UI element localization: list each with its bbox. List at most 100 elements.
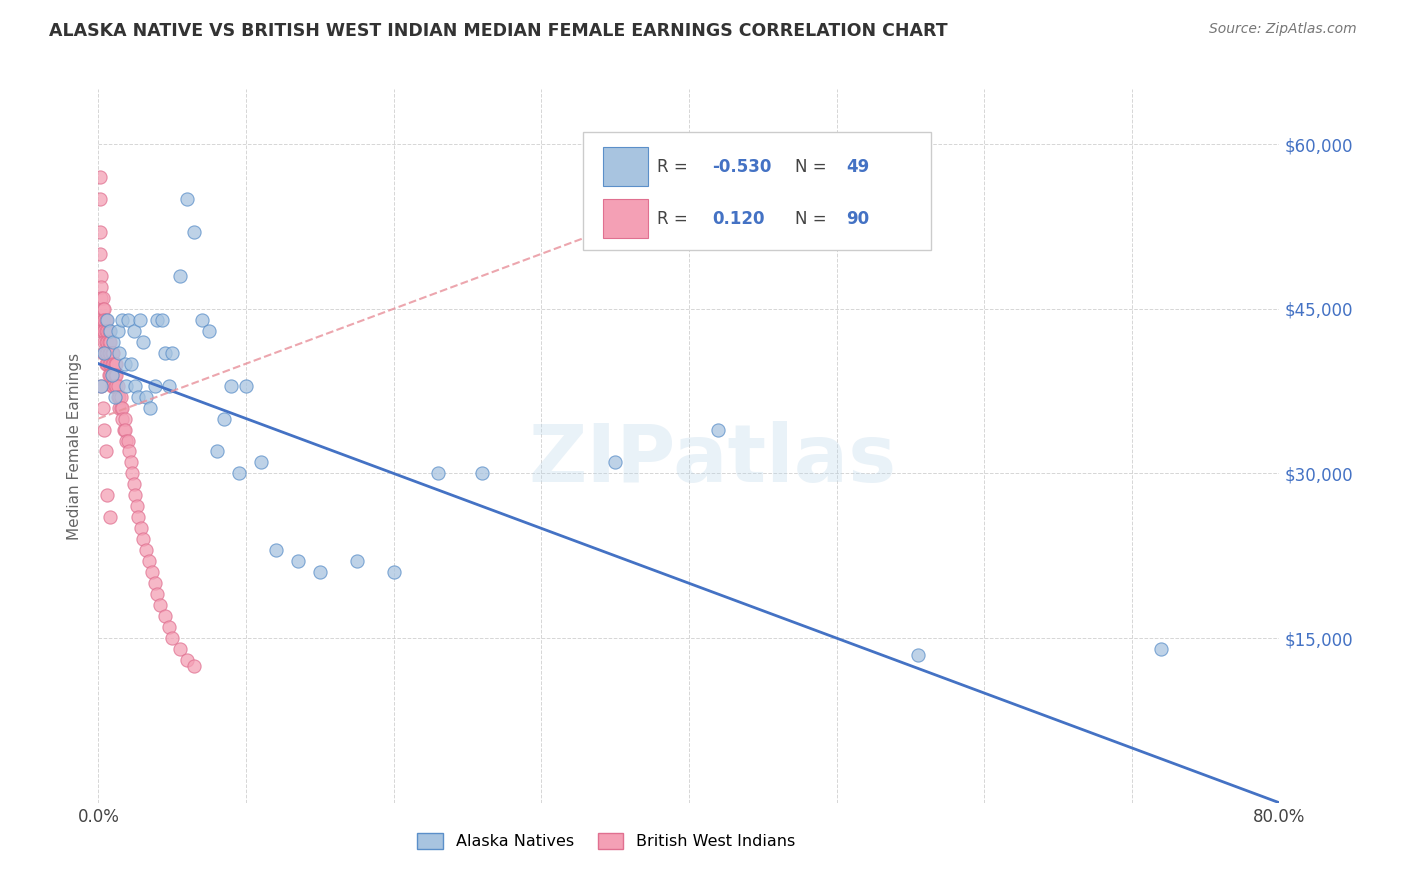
Point bbox=[96, 345, 118, 359]
Text: N =: N = bbox=[796, 158, 832, 176]
Point bbox=[98, 357, 121, 371]
Point bbox=[124, 378, 146, 392]
Point bbox=[111, 401, 134, 415]
Point bbox=[139, 401, 162, 415]
Point bbox=[115, 378, 138, 392]
Point bbox=[90, 291, 112, 305]
Point bbox=[94, 334, 117, 349]
Point bbox=[221, 378, 243, 392]
Point bbox=[96, 488, 118, 502]
Point bbox=[127, 390, 149, 404]
Point bbox=[125, 500, 148, 514]
Text: R =: R = bbox=[657, 210, 693, 227]
Point bbox=[93, 301, 115, 316]
Point bbox=[115, 434, 138, 448]
Point bbox=[127, 510, 149, 524]
Point bbox=[114, 423, 136, 437]
Point bbox=[91, 291, 114, 305]
Point bbox=[183, 225, 205, 239]
Point bbox=[93, 345, 115, 359]
Point bbox=[104, 357, 127, 371]
Point bbox=[157, 620, 180, 634]
Point bbox=[183, 658, 205, 673]
Point bbox=[146, 312, 169, 326]
Text: N =: N = bbox=[796, 210, 832, 227]
Point bbox=[90, 280, 112, 294]
Point bbox=[90, 378, 112, 392]
Point bbox=[100, 345, 122, 359]
Point bbox=[143, 378, 166, 392]
Point bbox=[169, 268, 191, 283]
Point bbox=[135, 543, 157, 558]
Point bbox=[93, 312, 115, 326]
FancyBboxPatch shape bbox=[582, 132, 931, 250]
Point bbox=[122, 477, 145, 491]
Point bbox=[129, 521, 152, 535]
Point bbox=[96, 312, 118, 326]
Point bbox=[94, 324, 117, 338]
Point bbox=[132, 533, 155, 547]
Point bbox=[91, 324, 114, 338]
Text: R =: R = bbox=[657, 158, 693, 176]
Point bbox=[91, 301, 114, 316]
Point bbox=[103, 334, 125, 349]
Point bbox=[117, 434, 139, 448]
Point bbox=[94, 444, 117, 458]
Point bbox=[212, 411, 235, 425]
Point bbox=[90, 378, 112, 392]
Point bbox=[162, 631, 183, 645]
Point bbox=[90, 324, 112, 338]
Point bbox=[105, 368, 128, 382]
Point bbox=[169, 642, 191, 657]
Point bbox=[471, 467, 494, 481]
Point bbox=[228, 467, 250, 481]
Point bbox=[103, 357, 125, 371]
Point bbox=[309, 566, 332, 580]
Point bbox=[89, 169, 111, 184]
Point bbox=[110, 401, 132, 415]
Point bbox=[90, 268, 112, 283]
Point bbox=[93, 334, 115, 349]
Point bbox=[250, 455, 273, 469]
Point bbox=[112, 423, 135, 437]
Point bbox=[162, 345, 183, 359]
Point bbox=[108, 345, 131, 359]
Point bbox=[141, 566, 163, 580]
Point bbox=[100, 357, 122, 371]
Point bbox=[104, 378, 127, 392]
Point bbox=[96, 324, 118, 338]
Point bbox=[287, 554, 309, 568]
Point bbox=[97, 324, 120, 338]
Point bbox=[149, 598, 172, 612]
Point bbox=[98, 345, 121, 359]
Point bbox=[124, 488, 146, 502]
Point bbox=[191, 312, 214, 326]
Point bbox=[103, 368, 125, 382]
Point bbox=[108, 401, 131, 415]
Point bbox=[118, 444, 141, 458]
Point bbox=[94, 312, 117, 326]
Point bbox=[89, 192, 111, 206]
Point bbox=[104, 390, 127, 404]
Text: 90: 90 bbox=[846, 210, 869, 227]
Point bbox=[107, 378, 129, 392]
Point bbox=[91, 345, 114, 359]
Point bbox=[97, 345, 120, 359]
Point bbox=[153, 345, 176, 359]
Point bbox=[128, 312, 150, 326]
Point bbox=[94, 345, 117, 359]
Point bbox=[146, 587, 169, 601]
Point bbox=[121, 467, 143, 481]
Point bbox=[205, 444, 228, 458]
Point bbox=[176, 653, 198, 667]
Point bbox=[98, 324, 121, 338]
Point bbox=[1150, 642, 1173, 657]
Point bbox=[605, 455, 627, 469]
Point bbox=[108, 390, 131, 404]
Point bbox=[114, 411, 136, 425]
Point bbox=[235, 378, 257, 392]
Point bbox=[94, 357, 117, 371]
Point bbox=[105, 357, 128, 371]
Point bbox=[89, 247, 111, 261]
Point bbox=[98, 368, 121, 382]
